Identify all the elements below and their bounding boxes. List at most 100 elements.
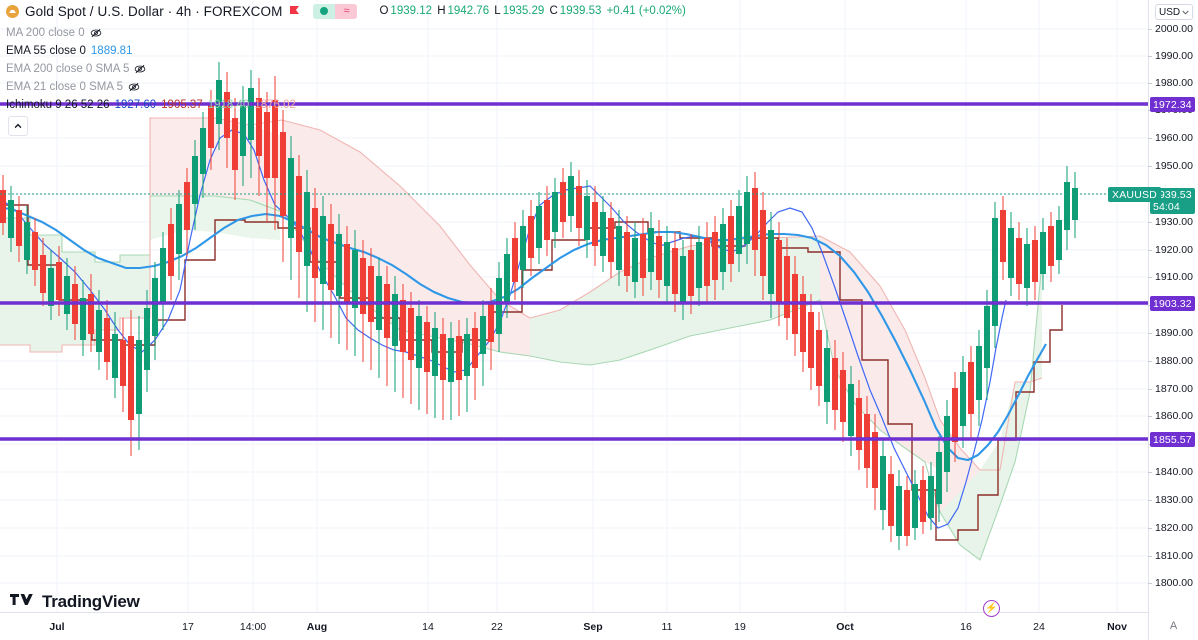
ohlc-h-value: 1942.76 bbox=[447, 5, 490, 17]
eye-off-icon[interactable] bbox=[134, 63, 146, 75]
price-tick-mark bbox=[1148, 56, 1152, 57]
price-tick-label: 1930.00 bbox=[1155, 216, 1193, 228]
price-level-tag[interactable]: 1855.57 bbox=[1150, 432, 1195, 447]
legend-value-kijun: 1905.37 bbox=[161, 99, 203, 111]
bear-wave-icon[interactable]: ≈ bbox=[335, 3, 358, 19]
ema-55-line bbox=[0, 205, 1047, 462]
price-tick-mark bbox=[1148, 583, 1152, 584]
legend-row-ema200[interactable]: EMA 200 close 0 SMA 5 bbox=[6, 60, 296, 78]
legend-row-ema21[interactable]: EMA 21 close 0 SMA 5 bbox=[6, 78, 296, 96]
time-tick-label: 14 bbox=[422, 621, 434, 633]
price-tick-mark bbox=[1148, 416, 1152, 417]
ohlc-change: +0.41 (+0.02%) bbox=[606, 5, 686, 17]
legend-label-ema21: EMA 21 close 0 SMA 5 bbox=[6, 81, 123, 93]
price-tick-mark bbox=[1148, 528, 1152, 529]
time-tick-label: Jul bbox=[49, 621, 65, 633]
chart-plot-area[interactable] bbox=[0, 0, 1148, 612]
time-tick-label: 17 bbox=[182, 621, 194, 633]
price-tick-label: 1830.00 bbox=[1155, 494, 1193, 506]
ohlc-readout: O 1939.12 H 1942.76 L 1935.29 C 1939.53 +0.4… bbox=[379, 5, 687, 17]
ohlc-l-value: 1935.29 bbox=[502, 5, 545, 17]
ohlc-c-value: 1939.53 bbox=[559, 5, 602, 17]
price-tick-label: 1810.00 bbox=[1155, 550, 1193, 562]
gold-bar-icon bbox=[6, 4, 19, 18]
tradingview-wordmark: TradingView bbox=[42, 592, 140, 611]
time-tick-label: 14:00 bbox=[239, 621, 267, 633]
price-tick-label: 1980.00 bbox=[1155, 77, 1193, 89]
time-tick-label: Nov bbox=[1107, 621, 1127, 633]
legend-value-ema55: 1889.81 bbox=[90, 45, 133, 57]
tradingview-logo-icon bbox=[10, 592, 36, 612]
bull-dot-icon[interactable] bbox=[313, 3, 336, 19]
time-tick-label: 22 bbox=[491, 621, 503, 633]
price-tick-label: 1870.00 bbox=[1155, 383, 1193, 395]
ohlc-o-label: O bbox=[379, 5, 389, 17]
ohlc-c-label: C bbox=[549, 5, 558, 17]
legend-collapse-button[interactable] bbox=[8, 116, 28, 136]
price-tick-mark bbox=[1148, 500, 1152, 501]
price-level-tag[interactable]: 1972.34 bbox=[1150, 97, 1195, 112]
price-tick-mark bbox=[1148, 333, 1152, 334]
red-flag-icon[interactable] bbox=[288, 5, 301, 18]
price-tick-mark bbox=[1148, 166, 1152, 167]
currency-unit-label: USD bbox=[1159, 6, 1181, 18]
price-tick-mark bbox=[1148, 472, 1152, 473]
price-tick-label: 1990.00 bbox=[1155, 50, 1193, 62]
indicator-legend: MA 200 close 0 EMA 55 close 0 1889.81 EM… bbox=[6, 24, 296, 114]
lightning-bolt-icon[interactable]: ⚡ bbox=[983, 600, 1000, 617]
price-tick-label: 1890.00 bbox=[1155, 327, 1193, 339]
time-tick-label: 24 bbox=[1033, 621, 1045, 633]
last-price-value: 1939.53 bbox=[1153, 189, 1192, 201]
time-tick-label: 11 bbox=[661, 621, 673, 633]
price-tick-mark bbox=[1148, 361, 1152, 362]
price-level-tag[interactable]: 1903.32 bbox=[1150, 296, 1195, 311]
time-tick-label: 16 bbox=[960, 621, 972, 633]
legend-label-ema200: EMA 200 close 0 SMA 5 bbox=[6, 63, 130, 75]
ohlc-o-value: 1939.12 bbox=[390, 5, 432, 17]
price-tick-mark bbox=[1148, 250, 1152, 251]
price-tick-label: 1860.00 bbox=[1155, 410, 1193, 422]
legend-label-ema55: EMA 55 close 0 bbox=[6, 45, 86, 57]
price-tick-mark bbox=[1148, 556, 1152, 557]
price-tick-mark bbox=[1148, 138, 1152, 139]
legend-value-span-a: 1918.40 bbox=[207, 99, 250, 111]
legend-row-ma200[interactable]: MA 200 close 0 bbox=[6, 24, 296, 42]
legend-row-ichimoku[interactable]: Ichimoku 9 26 52 26 1927.60 1905.37 1918… bbox=[6, 96, 296, 114]
candlestick-series bbox=[0, 62, 1078, 550]
legend-row-ema55[interactable]: EMA 55 close 0 1889.81 bbox=[6, 42, 296, 60]
price-levels[interactable] bbox=[0, 102, 1148, 441]
price-tick-label: 2000.00 bbox=[1155, 23, 1193, 35]
symbol-title[interactable]: Gold Spot / U.S. Dollar · 4h · FOREXCOM bbox=[25, 3, 283, 19]
eye-off-icon[interactable] bbox=[128, 81, 140, 93]
eye-off-icon[interactable] bbox=[90, 27, 102, 39]
chevron-up-icon bbox=[13, 121, 23, 131]
market-status-toggle[interactable]: ≈ bbox=[313, 3, 358, 19]
currency-unit-select[interactable]: USD bbox=[1155, 4, 1193, 20]
price-tick-label: 1950.00 bbox=[1155, 160, 1193, 172]
chevron-down-icon bbox=[1182, 7, 1189, 18]
bar-countdown: 54:04 bbox=[1153, 201, 1180, 213]
legend-value-tenkan: 1927.60 bbox=[114, 99, 157, 111]
price-tick-mark bbox=[1148, 83, 1152, 84]
senkou-span-a-line bbox=[0, 195, 1043, 561]
price-tick-label: 1800.00 bbox=[1155, 577, 1193, 589]
price-tick-mark bbox=[1148, 222, 1152, 223]
time-tick-label: Oct bbox=[836, 621, 854, 633]
chart-canvas[interactable] bbox=[0, 0, 1148, 612]
time-tick-label: Sep bbox=[583, 621, 603, 633]
symbol-price-tag[interactable]: XAUUSD bbox=[1108, 187, 1161, 202]
time-tick-label: Aug bbox=[306, 621, 328, 633]
price-tick-mark bbox=[1148, 389, 1152, 390]
time-axis[interactable]: Jul 17 14:00 Aug 14 22 Sep 11 19 Oct 16 24 Nov bbox=[0, 612, 1198, 640]
price-tick-label: 1920.00 bbox=[1155, 244, 1193, 256]
price-tick-label: 1960.00 bbox=[1155, 132, 1193, 144]
axis-settings-corner[interactable]: A bbox=[1148, 612, 1198, 640]
price-tick-mark bbox=[1148, 277, 1152, 278]
legend-value-span-b: 1876.02 bbox=[254, 99, 296, 111]
price-tick-mark bbox=[1148, 29, 1152, 30]
symbol-header-bar: Gold Spot / U.S. Dollar · 4h · FOREXCOM … bbox=[0, 0, 1198, 22]
ohlc-l-label: L bbox=[494, 5, 501, 17]
tradingview-branding: TradingView bbox=[10, 592, 140, 612]
ohlc-h-label: H bbox=[437, 5, 446, 17]
